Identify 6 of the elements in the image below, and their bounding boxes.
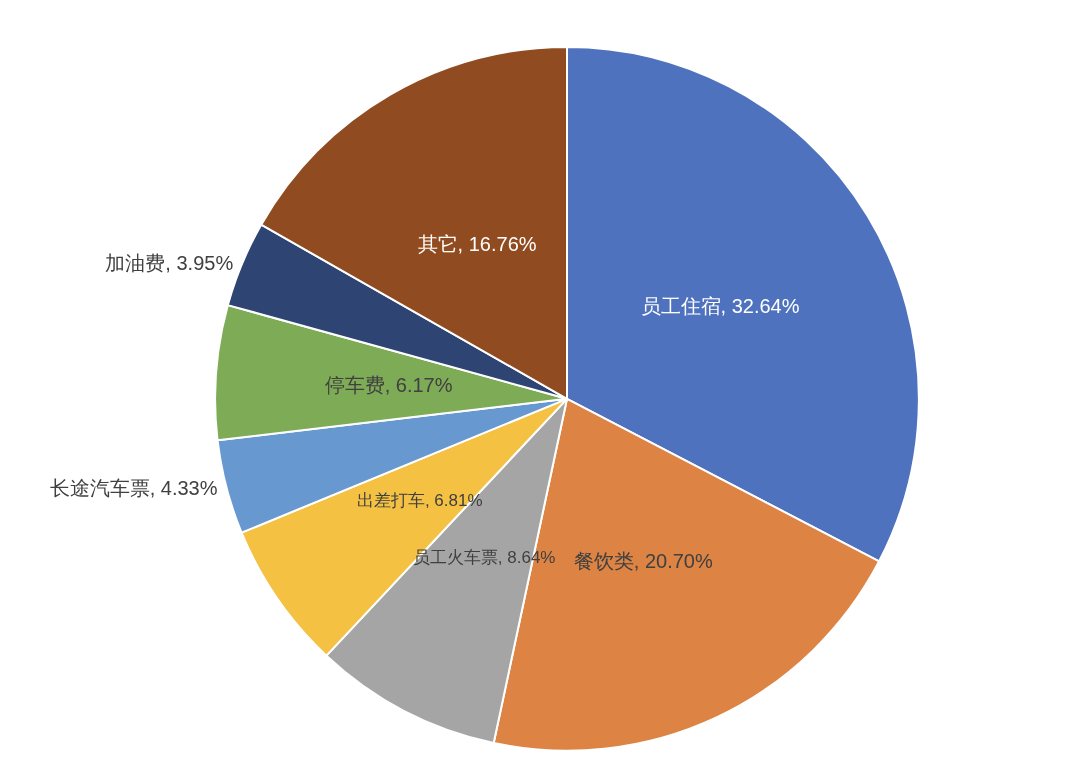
slice-label: 加油费, 3.95%	[105, 252, 234, 275]
slice-label: 餐饮类, 20.70%	[573, 549, 713, 572]
slice-label: 其它, 16.76%	[417, 233, 537, 256]
slice-label: 员工住宿, 32.64%	[640, 294, 800, 317]
slice-label: 长途汽车票, 4.33%	[49, 476, 218, 499]
slice-label: 停车费, 6.17%	[324, 374, 453, 397]
